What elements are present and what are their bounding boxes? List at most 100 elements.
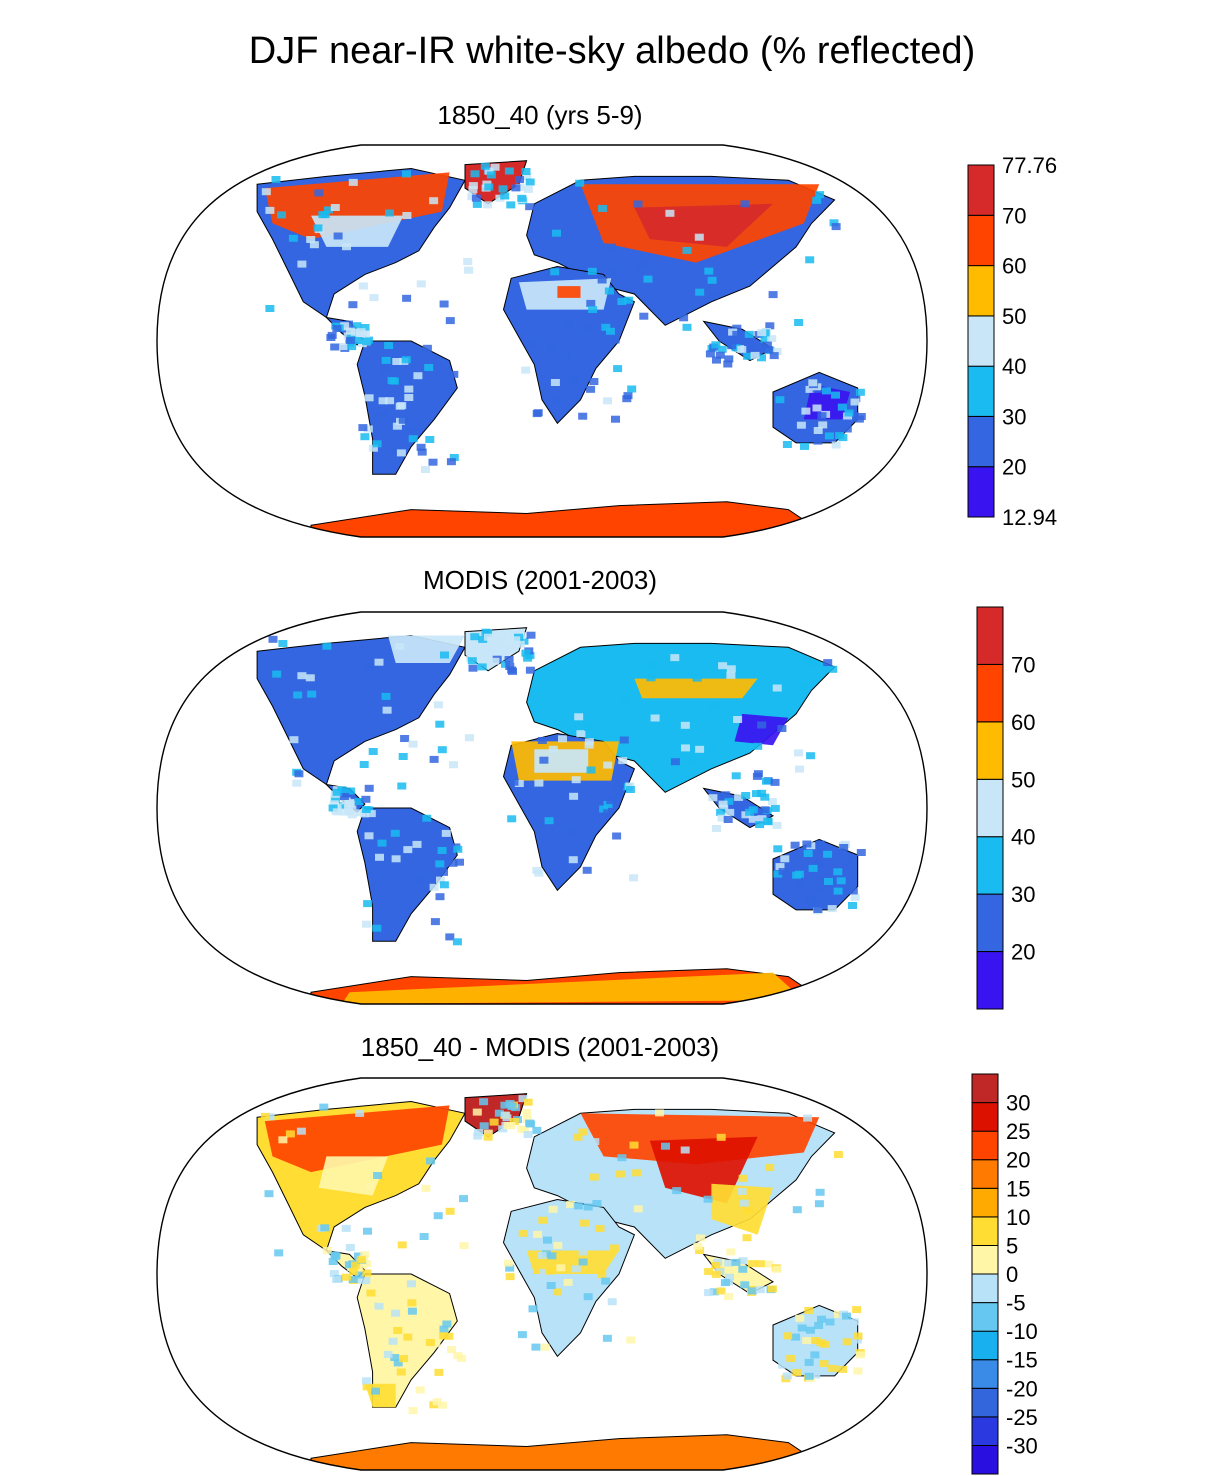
grid-cell bbox=[573, 1202, 583, 1210]
grid-cell bbox=[808, 864, 818, 872]
grid-cell bbox=[587, 267, 597, 275]
grid-cell bbox=[743, 352, 753, 360]
grid-cell bbox=[704, 1289, 714, 1297]
grid-cell bbox=[852, 1336, 862, 1344]
grid-cell bbox=[767, 1285, 777, 1293]
map-outline-1 bbox=[156, 611, 928, 1005]
grid-cell bbox=[440, 651, 449, 659]
grid-cell bbox=[536, 822, 546, 829]
grid-cell bbox=[360, 433, 370, 441]
grid-cell bbox=[584, 738, 594, 746]
grid-cell bbox=[408, 426, 417, 434]
grid-cell bbox=[812, 196, 822, 204]
grid-cell bbox=[804, 1358, 814, 1366]
grid-cell bbox=[648, 662, 658, 670]
grid-cell bbox=[383, 1350, 393, 1358]
grid-cell bbox=[726, 671, 736, 679]
grid-cell bbox=[790, 841, 800, 849]
grid-cell bbox=[842, 1312, 851, 1320]
albedo-patch bbox=[634, 678, 758, 699]
grid-cell bbox=[517, 1331, 527, 1339]
grid-cell bbox=[483, 1129, 493, 1137]
grid-cell bbox=[397, 1241, 407, 1249]
colorbar-swatch bbox=[971, 1187, 999, 1218]
grid-cell bbox=[604, 287, 614, 295]
grid-cell bbox=[374, 1350, 384, 1358]
grid-cell bbox=[831, 223, 841, 231]
grid-cell bbox=[307, 690, 317, 698]
grid-cell bbox=[360, 324, 370, 331]
continent-southAmerica bbox=[356, 340, 458, 475]
grid-cell bbox=[361, 1277, 371, 1285]
grid-cell bbox=[422, 344, 432, 352]
grid-cell bbox=[711, 1261, 721, 1269]
grid-cell bbox=[813, 437, 823, 445]
grid-cell bbox=[350, 328, 360, 336]
grid-cell bbox=[507, 1103, 517, 1111]
grid-cell bbox=[271, 176, 281, 183]
grid-cell bbox=[651, 1200, 661, 1208]
grid-cell bbox=[433, 1212, 443, 1220]
grid-cell bbox=[417, 448, 427, 456]
grid-cell bbox=[806, 659, 816, 667]
grid-cell bbox=[540, 1343, 550, 1351]
grid-cell bbox=[797, 1324, 807, 1332]
grid-cell bbox=[407, 1299, 417, 1307]
grid-cell bbox=[348, 1275, 358, 1283]
panel-title-difference: 1850_40 - MODIS (2001-2003) bbox=[360, 1032, 720, 1062]
colorbar-0: 12.94 20 30 40 50 60 70 77.76 bbox=[967, 153, 1057, 530]
grid-cell bbox=[732, 330, 742, 338]
colorbar-tick-label: -5 bbox=[1006, 1291, 1026, 1316]
grid-cell bbox=[546, 345, 556, 352]
grid-cell bbox=[377, 1296, 387, 1303]
grid-cell bbox=[533, 1230, 543, 1238]
grid-cell bbox=[467, 657, 477, 665]
grid-cell bbox=[708, 701, 718, 709]
grid-cell bbox=[578, 412, 588, 420]
grid-cell bbox=[804, 1372, 814, 1380]
grid-cell bbox=[806, 752, 816, 760]
grid-cell bbox=[378, 397, 388, 405]
colorbar-swatch bbox=[976, 721, 1004, 780]
grid-cell bbox=[368, 748, 378, 755]
grid-cell bbox=[695, 288, 705, 296]
grid-cell bbox=[404, 394, 414, 401]
grid-cell bbox=[613, 365, 623, 373]
grid-cell bbox=[382, 706, 392, 714]
grid-cell bbox=[575, 179, 585, 187]
colorbar-tick-label: 20 bbox=[1002, 455, 1026, 480]
grid-cell bbox=[689, 757, 698, 765]
grid-cell bbox=[838, 1365, 848, 1373]
grid-cell bbox=[724, 1259, 734, 1267]
grid-cell bbox=[268, 635, 278, 643]
grid-cell bbox=[777, 725, 787, 732]
grid-cell bbox=[679, 314, 689, 322]
grid-cell bbox=[740, 200, 750, 208]
grid-cell bbox=[517, 194, 527, 202]
map-outline-0 bbox=[156, 144, 928, 538]
colorbar-swatch bbox=[967, 466, 995, 518]
grid-cell bbox=[782, 441, 792, 448]
grid-cell bbox=[346, 787, 356, 795]
grid-cell bbox=[737, 1188, 747, 1195]
grid-cell bbox=[426, 1157, 435, 1165]
grid-cell bbox=[798, 683, 808, 691]
grid-cell bbox=[396, 449, 406, 457]
grid-cell bbox=[293, 691, 303, 699]
grid-cell bbox=[806, 897, 816, 905]
colorbar-tick-label: 60 bbox=[1002, 254, 1026, 279]
grid-cell bbox=[717, 345, 727, 353]
grid-cell bbox=[360, 1251, 370, 1259]
grid-cell bbox=[525, 203, 535, 211]
grid-cell bbox=[849, 412, 859, 420]
grid-cell bbox=[794, 749, 803, 757]
grid-cell bbox=[395, 642, 405, 650]
grid-cell bbox=[526, 631, 536, 639]
grid-cell bbox=[815, 840, 825, 848]
grid-cell bbox=[629, 874, 639, 882]
colorbar-swatch bbox=[971, 1444, 999, 1475]
grid-cell bbox=[436, 876, 445, 884]
grid-cell bbox=[514, 780, 524, 787]
grid-cell bbox=[333, 232, 343, 240]
grid-cell bbox=[569, 792, 579, 800]
